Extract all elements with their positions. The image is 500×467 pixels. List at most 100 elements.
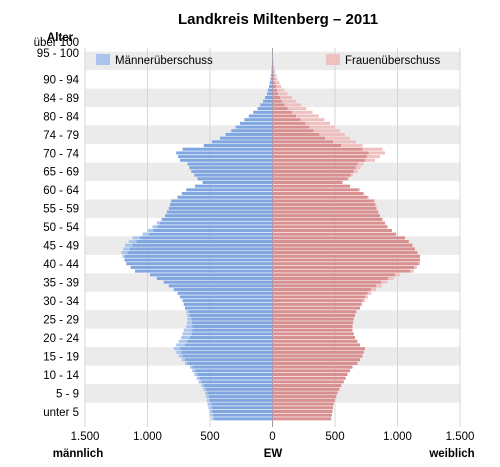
female-excess-bar <box>375 203 377 207</box>
age-axis-label: Alter <box>47 32 74 44</box>
female-bar <box>272 291 368 295</box>
female-excess-bar <box>274 77 278 81</box>
female-excess-bar <box>358 188 360 192</box>
male-bar <box>163 280 273 284</box>
male-excess-bar <box>198 380 202 384</box>
female-excess-bar <box>291 110 313 114</box>
male-excess-bar <box>181 358 185 362</box>
male-bar <box>269 84 273 88</box>
female-bar <box>272 180 343 184</box>
female-excess-bar <box>278 92 288 96</box>
female-excess-bar <box>325 136 350 140</box>
legend-male-label: Männerüberschuss <box>115 55 213 67</box>
female-bar <box>272 247 415 251</box>
female-bar <box>272 199 374 203</box>
male-bar <box>205 387 273 391</box>
female-bar <box>272 391 338 395</box>
female-bar <box>272 258 420 262</box>
male-excess-bar <box>194 372 198 377</box>
female-bar <box>272 273 395 277</box>
female-bar <box>272 77 275 81</box>
male-bar <box>130 247 273 251</box>
male-bar <box>269 81 273 85</box>
male-bar <box>203 384 273 388</box>
female-bar <box>272 395 337 399</box>
female-excess-bar <box>366 155 380 159</box>
female-bar <box>272 118 301 122</box>
male-bar <box>181 350 273 354</box>
male-excess-bar <box>178 339 188 343</box>
male-bar <box>187 162 273 166</box>
male-bar <box>211 140 273 144</box>
female-excess-bar <box>272 59 274 63</box>
age-tick-label: 50 - 54 <box>43 222 79 234</box>
female-bar <box>272 324 353 329</box>
age-tick-label: 30 - 34 <box>43 296 79 308</box>
female-excess-bar <box>300 118 325 122</box>
age-tick-label: 74 - 79 <box>43 130 79 142</box>
female-excess-bar <box>284 103 302 107</box>
male-bar <box>192 365 273 369</box>
male-bar <box>195 184 273 188</box>
male-excess-bar <box>152 225 158 229</box>
male-bar <box>186 188 273 192</box>
age-tick-label: 84 - 89 <box>43 93 79 105</box>
female-bar <box>272 384 342 388</box>
female-bar <box>272 62 274 66</box>
legend-male-swatch <box>96 54 110 65</box>
male-bar <box>213 417 273 421</box>
age-tick-label: 65 - 69 <box>43 167 79 179</box>
male-excess-bar <box>161 217 163 221</box>
male-bar <box>211 402 273 406</box>
female-bar <box>272 347 365 351</box>
x-tick-label: 1.500 <box>446 431 475 443</box>
male-excess-bar <box>205 395 209 399</box>
male-bar <box>231 129 273 133</box>
male-bar <box>136 240 273 244</box>
female-bar <box>272 221 385 225</box>
female-bar <box>272 144 342 148</box>
male-bar <box>165 214 273 218</box>
male-bar <box>248 114 273 118</box>
male-excess-bar <box>208 406 212 410</box>
male-bar <box>225 132 273 136</box>
x-tick-label: 1.500 <box>71 431 100 443</box>
female-excess-bar <box>414 265 417 269</box>
female-bar <box>272 328 353 332</box>
female-excess-bar <box>353 169 358 173</box>
male-bar <box>182 299 273 303</box>
male-bar <box>203 144 273 148</box>
x-tick-labels: 1.500 1.000 500 0 500 1.000 1.500 <box>71 431 475 443</box>
male-bar <box>201 380 273 384</box>
male-bar <box>191 321 273 325</box>
male-excess-bar <box>210 413 214 417</box>
female-excess-bar <box>361 302 363 306</box>
female-bar <box>272 295 365 299</box>
female-bar <box>272 398 335 402</box>
female-bar <box>272 350 364 354</box>
female-bar <box>272 203 375 207</box>
female-bar <box>272 387 340 391</box>
female-excess-bar <box>276 84 282 88</box>
male-bar <box>157 225 273 229</box>
male-bar <box>271 62 273 66</box>
female-bar <box>272 96 280 100</box>
x-axis-center-label: EW <box>264 448 283 460</box>
female-bar <box>272 125 310 129</box>
bars <box>121 48 420 421</box>
female-excess-bar <box>368 151 385 155</box>
x-tick-label: 500 <box>325 431 344 443</box>
female-bar <box>272 265 415 269</box>
female-bar <box>272 103 285 107</box>
male-bar <box>191 317 273 321</box>
female-excess-bar <box>273 62 274 66</box>
female-bar <box>272 232 397 236</box>
female-bar <box>272 251 418 255</box>
age-tick-label: 40 - 44 <box>43 259 79 271</box>
female-bar <box>272 147 363 151</box>
female-excess-bar <box>381 280 388 284</box>
female-bar <box>272 369 350 373</box>
female-bar <box>272 110 292 114</box>
female-bar <box>272 158 365 162</box>
